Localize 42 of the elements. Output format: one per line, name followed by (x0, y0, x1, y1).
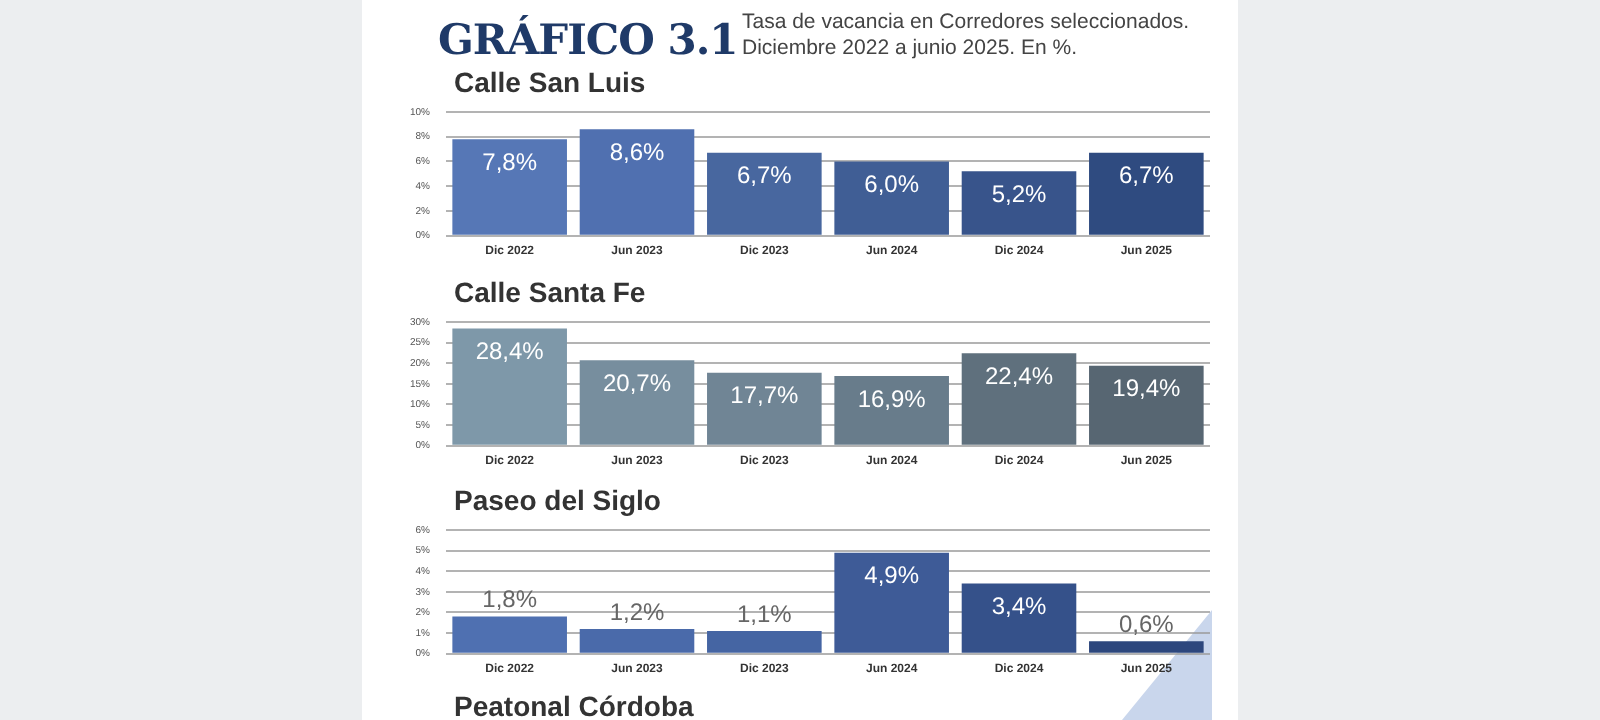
data-label: 19,4% (1112, 374, 1182, 403)
bar (1089, 365, 1204, 445)
bar (579, 628, 695, 653)
chart-title: GRÁFICO 3.1 (438, 14, 738, 64)
bar (834, 375, 949, 445)
chart-title: Calle Santa Fe (454, 276, 646, 308)
data-label: 1,1% (736, 599, 793, 628)
data-label: 28,4% (475, 337, 545, 366)
data-label: 1,2% (609, 597, 665, 626)
text: Calle San Luis (454, 66, 646, 98)
data-label: 20,7% (602, 368, 672, 397)
chart-title: Paseo del Siglo (454, 484, 661, 516)
bar (1089, 641, 1204, 653)
data-label: 0,6% (1118, 609, 1175, 638)
bar (579, 129, 695, 235)
bar (452, 328, 567, 445)
bar (1089, 152, 1204, 235)
bar (707, 372, 822, 445)
data-label: 6,7% (736, 161, 793, 190)
data-label: 1,8% (482, 585, 538, 614)
bar (961, 583, 1077, 653)
data-label: 5,2% (991, 179, 1047, 208)
data-label: 16,9% (857, 384, 927, 413)
bar (707, 152, 822, 235)
bar (961, 171, 1077, 235)
bar (834, 552, 949, 653)
bar (452, 139, 567, 235)
chart-subtitle: Tasa de vacancia en Corredores seleccionados. Diciembre 2022 a junio 2025. En %. (742, 10, 1192, 62)
data-label: 6,0% (864, 170, 920, 199)
data-label: 7,8% (482, 147, 538, 176)
data-label: 8,6% (609, 137, 665, 166)
data-label: 22,4% (984, 361, 1054, 390)
data-label: 17,7% (730, 381, 800, 410)
bar (961, 353, 1077, 445)
data-label: 4,9% (864, 561, 920, 590)
bar (707, 630, 822, 653)
text: Peatonal Córdoba (454, 690, 694, 720)
bar (834, 161, 949, 235)
bar (452, 616, 567, 653)
data-label: 6,7% (1118, 161, 1175, 190)
data-label: 3,4% (991, 592, 1047, 621)
bar (579, 360, 695, 445)
